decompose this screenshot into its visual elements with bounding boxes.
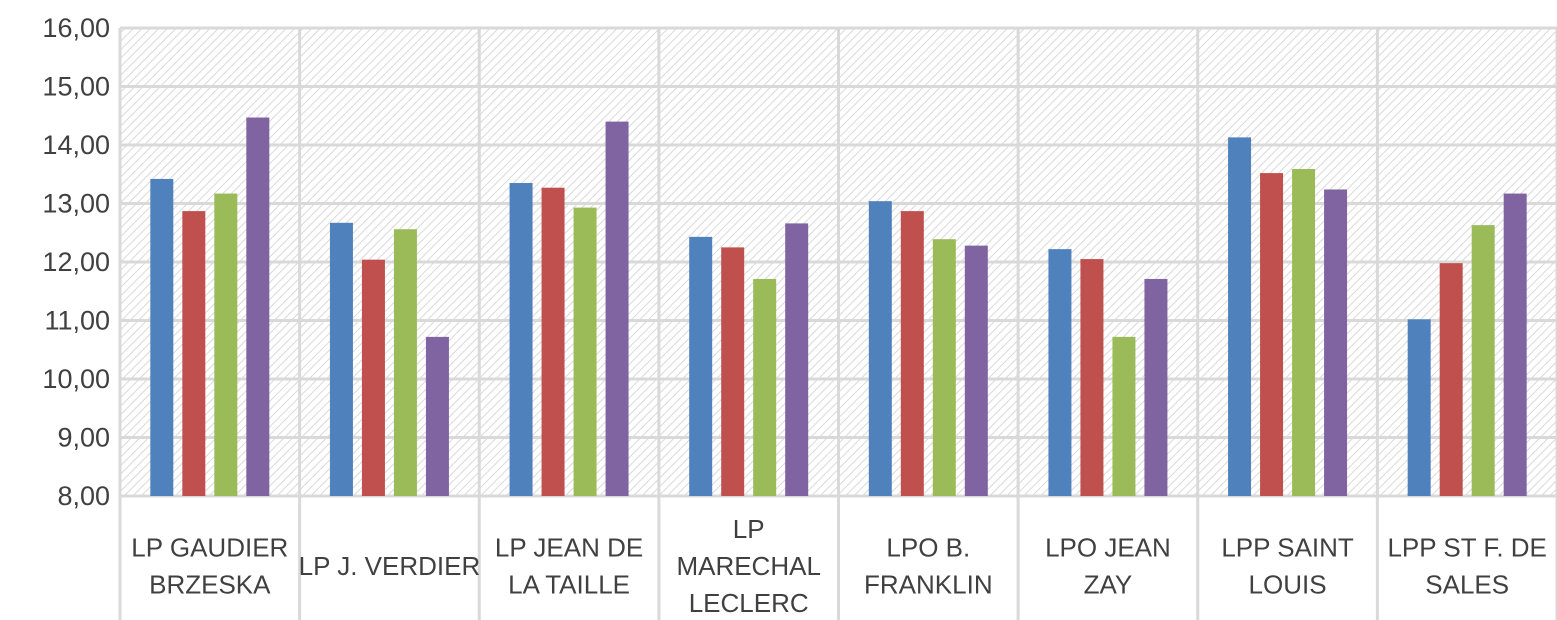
x-category-label: LPO JEAN ZAY <box>1045 533 1171 600</box>
y-tick-label: 10,00 <box>42 364 110 394</box>
x-category-label-line: LPO B. <box>886 533 970 563</box>
x-category-label-line: MARECHAL <box>676 551 820 581</box>
x-category-label-line: LPP ST F. DE <box>1387 533 1546 563</box>
y-tick-label: 11,00 <box>44 306 110 336</box>
x-category-label-line: LPP SAINT <box>1221 533 1354 563</box>
bar <box>932 239 956 496</box>
x-category-label-line: ZAY <box>1084 570 1133 600</box>
bar <box>1228 137 1252 496</box>
x-category-label: LP JEAN DE LA TAILLE <box>495 533 643 600</box>
bar <box>1112 336 1136 496</box>
bar <box>1324 189 1348 496</box>
y-tick-label: 15,00 <box>42 72 110 102</box>
x-category-label: LPO B. FRANKLIN <box>864 533 993 600</box>
gridlines <box>118 26 1557 620</box>
x-category-label: LP J. VERDIER <box>299 551 481 581</box>
bar <box>868 201 892 496</box>
x-category-label-line: BRZESKA <box>149 570 271 600</box>
bar <box>1144 278 1168 496</box>
x-axis: LP GAUDIER BRZESKA LP J. VERDIER LP JEAN DE… <box>131 514 1547 618</box>
x-category-label: LPP ST F. DE SALES <box>1387 533 1546 600</box>
bar <box>1260 173 1284 496</box>
x-category-label: LP GAUDIER BRZESKA <box>131 533 288 600</box>
bar <box>425 336 449 496</box>
bar <box>964 245 988 496</box>
bar <box>605 121 629 496</box>
y-tick-label: 14,00 <box>42 130 110 160</box>
bar <box>541 187 565 496</box>
bar <box>785 223 809 496</box>
bar <box>214 193 238 496</box>
bar <box>150 178 174 496</box>
x-category-label-line: LP J. VERDIER <box>299 551 481 581</box>
x-category-label: LP MARECHAL LECLERC <box>676 514 820 618</box>
bar <box>1503 193 1527 496</box>
bar <box>689 236 713 496</box>
bar <box>393 229 417 497</box>
bar <box>1471 225 1495 496</box>
x-category-label: LPP SAINT LOUIS <box>1221 533 1354 600</box>
x-category-label-line: LECLERC <box>689 588 809 618</box>
bar <box>1292 168 1316 497</box>
x-category-label-line: FRANKLIN <box>864 570 993 600</box>
y-axis: 8,00 9,00 10,00 11,00 12,00 13,00 14,00 15,00 16… <box>42 13 110 511</box>
bar <box>1048 249 1072 496</box>
bar <box>182 211 206 497</box>
bars-group <box>150 117 1527 497</box>
x-category-label-line: LP GAUDIER <box>131 533 288 563</box>
x-category-label-line: LP JEAN DE <box>495 533 643 563</box>
bar <box>329 222 353 496</box>
bar <box>361 259 385 496</box>
y-tick-label: 9,00 <box>57 423 110 453</box>
x-category-label-line: LOUIS <box>1249 570 1327 600</box>
x-category-label-line: SALES <box>1425 570 1509 600</box>
bar <box>1439 263 1463 496</box>
bar <box>1080 259 1104 496</box>
y-tick-label: 12,00 <box>42 247 110 277</box>
bar <box>753 278 777 496</box>
x-category-label-line: LPO JEAN <box>1045 533 1171 563</box>
bar <box>509 183 533 496</box>
x-category-label-line: LA TAILLE <box>508 570 630 600</box>
y-tick-label: 8,00 <box>57 481 110 511</box>
bar <box>721 247 745 496</box>
y-tick-label: 16,00 <box>42 13 110 43</box>
x-category-label-line: LP <box>733 514 765 544</box>
y-tick-label: 13,00 <box>42 189 110 219</box>
bar <box>573 207 597 496</box>
bar <box>1407 319 1431 496</box>
bar <box>246 117 270 496</box>
bar <box>900 211 924 497</box>
